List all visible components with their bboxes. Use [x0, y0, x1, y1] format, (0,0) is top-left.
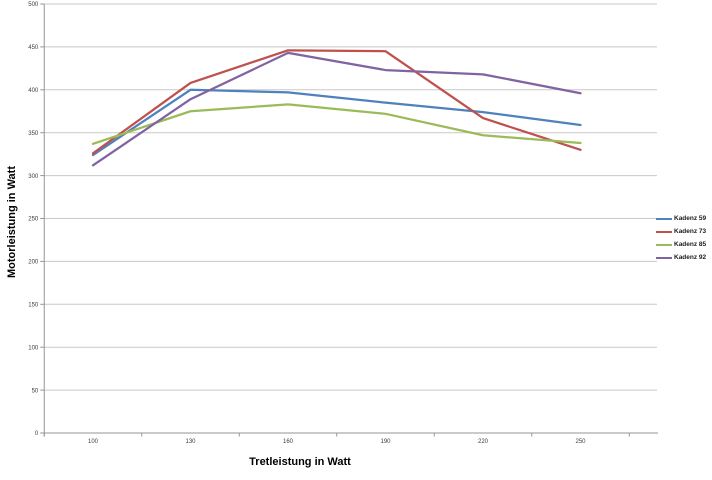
- legend-item-kadenz-73: Kadenz 73: [656, 225, 706, 238]
- x-tick-label: 160: [283, 439, 294, 445]
- x-tick-label: 190: [380, 439, 391, 445]
- legend-label: Kadenz 59: [674, 215, 707, 222]
- legend-item-kadenz-59: Kadenz 59: [656, 212, 706, 225]
- series-line-kadenz-92: [91, 51, 582, 167]
- y-axis-title: Motorleistung in Watt: [6, 165, 18, 279]
- y-tick-label: 100: [28, 345, 39, 351]
- y-tick-label: 200: [28, 260, 39, 266]
- x-tick-label: 130: [185, 439, 196, 445]
- y-tick-label: 500: [28, 2, 39, 8]
- legend-swatch: [656, 256, 672, 259]
- legend-label: Kadenz 85: [674, 241, 707, 248]
- x-tick-label: 100: [88, 439, 99, 445]
- legend-swatch: [656, 217, 672, 220]
- x-tick-label: 250: [575, 439, 586, 445]
- chart-legend: Kadenz 59 Kadenz 73 Kadenz 85 Kadenz 92: [656, 212, 706, 264]
- y-tick-label: 150: [28, 303, 39, 309]
- legend-label: Kadenz 73: [674, 228, 707, 235]
- series-line-kadenz-59: [91, 88, 582, 157]
- y-tick-label: 250: [28, 217, 39, 223]
- y-tick-label: 0: [35, 431, 39, 437]
- legend-item-kadenz-85: Kadenz 85: [656, 238, 706, 251]
- legend-swatch: [656, 230, 672, 233]
- series-line-kadenz-85: [91, 103, 582, 145]
- series-line-kadenz-73: [91, 49, 582, 155]
- legend-swatch: [656, 243, 672, 246]
- y-tick-label: 400: [28, 88, 39, 94]
- y-tick-label: 450: [28, 45, 39, 51]
- legend-label: Kadenz 92: [674, 254, 707, 261]
- y-tick-label: 50: [32, 388, 39, 394]
- y-tick-label: 350: [28, 131, 39, 137]
- y-tick-label: 300: [28, 174, 39, 180]
- x-axis-title: Tretleistung in Watt: [249, 456, 351, 468]
- legend-item-kadenz-92: Kadenz 92: [656, 251, 706, 264]
- x-tick-label: 220: [478, 439, 489, 445]
